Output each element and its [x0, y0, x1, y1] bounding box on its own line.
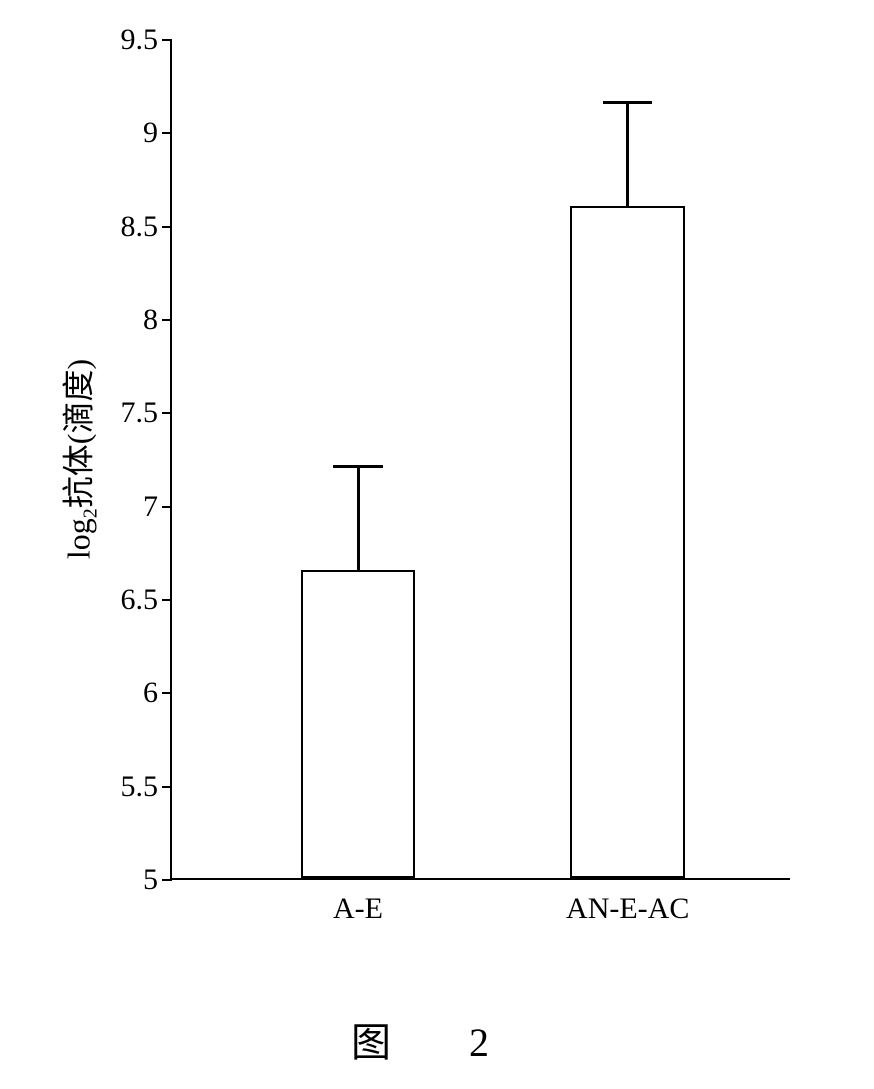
y-tick-label: 8.5: [121, 210, 159, 244]
error-bar-line: [357, 466, 360, 572]
y-tick: [162, 506, 172, 508]
y-tick-label: 9: [143, 116, 158, 150]
y-tick-label: 6.5: [121, 583, 159, 617]
figure-caption: 图 2: [0, 1010, 874, 1068]
y-tick: [162, 786, 172, 788]
y-tick-label: 7.5: [121, 396, 159, 430]
bar: [301, 570, 416, 878]
y-tick-label: 8: [143, 303, 158, 337]
y-tick: [162, 599, 172, 601]
y-tick: [162, 412, 172, 414]
y-title-prefix: log: [60, 518, 96, 559]
y-tick-label: 5: [143, 863, 158, 897]
y-tick-label: 5.5: [121, 770, 159, 804]
y-tick-label: 7: [143, 490, 158, 524]
bar: [570, 206, 685, 878]
x-tick-label: AN-E-AC: [566, 892, 689, 926]
y-tick: [162, 879, 172, 881]
plot-area: log2抗体(滴度) 55.566.577.588.599.5A-EAN-E-A…: [170, 40, 790, 880]
y-tick-label: 9.5: [121, 23, 159, 57]
x-tick-label: A-E: [333, 892, 383, 926]
y-tick-label: 6: [143, 676, 158, 710]
y-title-sub: 2: [80, 508, 102, 518]
y-tick: [162, 226, 172, 228]
y-tick: [162, 39, 172, 41]
y-tick: [162, 319, 172, 321]
chart-container: log2抗体(滴度) 5 5.5 6 6.5 7 7.5 8 8.5 9 9.5 A-E AN-E-A…: [60, 20, 840, 940]
y-tick: [162, 692, 172, 694]
y-axis-title: log2抗体(滴度): [53, 359, 102, 559]
y-title-suffix: 抗体(滴度): [60, 359, 96, 508]
error-bar-cap: [333, 465, 383, 468]
error-bar-line: [626, 102, 629, 208]
error-bar-cap: [603, 101, 653, 104]
y-tick: [162, 132, 172, 134]
